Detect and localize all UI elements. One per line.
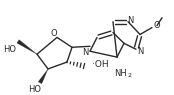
Text: ·OH: ·OH (92, 60, 109, 68)
Text: NH: NH (114, 69, 127, 78)
Text: N: N (82, 48, 88, 57)
Text: HO: HO (3, 45, 17, 54)
Polygon shape (17, 40, 37, 54)
Text: HO: HO (29, 85, 42, 94)
Polygon shape (38, 69, 48, 84)
Text: 2: 2 (127, 73, 131, 78)
Text: O: O (154, 21, 161, 30)
Text: N: N (127, 16, 133, 25)
Text: N: N (137, 47, 143, 56)
Text: O: O (51, 29, 57, 38)
